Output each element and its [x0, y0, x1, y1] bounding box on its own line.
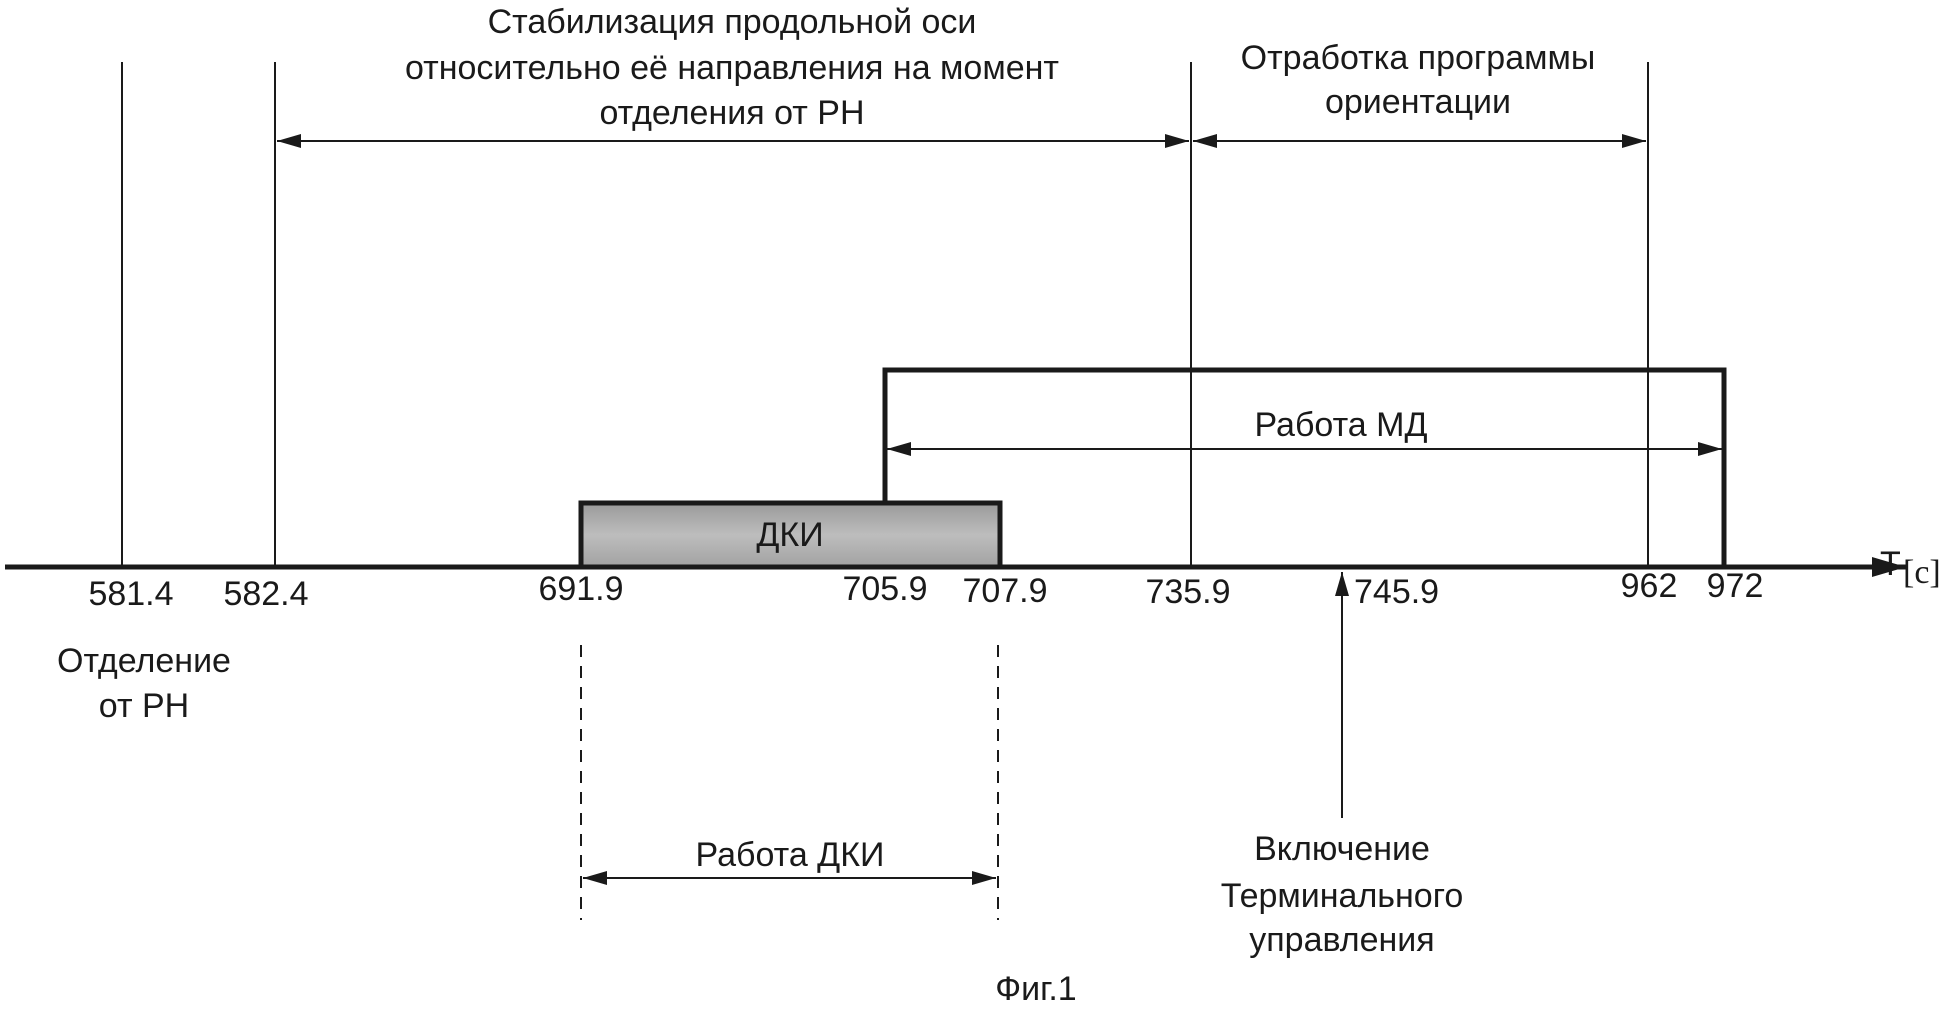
tick-label-707-9: 707.9 [962, 572, 1047, 610]
stabilization-label-line-2: относительно её направления на момент [405, 49, 1059, 87]
terminal-label-line-1: Включение [1254, 830, 1430, 868]
tick-label-581-4: 581.4 [88, 575, 173, 613]
terminal-label-line-3: управления [1249, 921, 1434, 959]
stabilization-label-line-1: Стабилизация продольной оси [488, 3, 977, 41]
tick-label-972: 972 [1707, 567, 1764, 605]
axis-unit: [c] [1903, 554, 1941, 591]
md-work-bracket [885, 370, 1724, 567]
tick-label-962: 962 [1621, 567, 1678, 605]
program-label-line-2: ориентации [1325, 83, 1511, 121]
terminal-label-line-2: Терминального [1221, 877, 1464, 915]
dki-box-label: ДКИ [756, 516, 823, 554]
tick-label-745-9: 745.9 [1354, 573, 1439, 611]
figure-caption: Фиг.1 [995, 970, 1076, 1008]
axis-letter: T [1880, 545, 1901, 583]
tick-label-735-9: 735.9 [1145, 573, 1230, 611]
separation-label-line-2: от РН [99, 687, 189, 725]
separation-label-line-1: Отделение [57, 642, 231, 680]
program-label-line-1: Отработка программы [1241, 39, 1596, 77]
dki-work-label: Работа ДКИ [696, 836, 885, 874]
md-work-label: Работа МД [1255, 406, 1428, 444]
tick-label-691-9: 691.9 [538, 570, 623, 608]
tick-label-582-4: 582.4 [223, 575, 308, 613]
tick-label-705-9: 705.9 [842, 570, 927, 608]
stabilization-label-line-3: отделения от РН [599, 94, 864, 132]
